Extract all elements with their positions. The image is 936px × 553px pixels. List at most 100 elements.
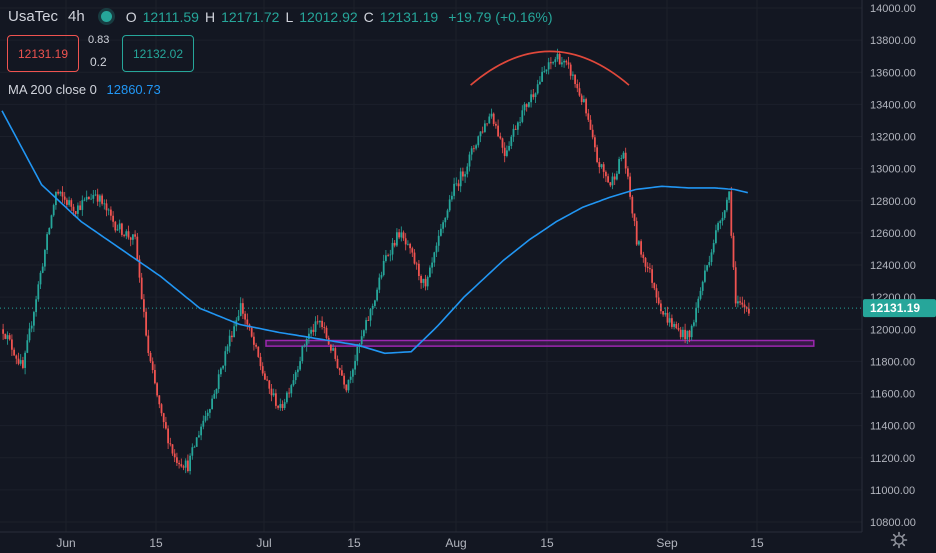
- timeframe[interactable]: 4h: [68, 8, 85, 25]
- candle-body: [316, 321, 319, 323]
- candle-body: [162, 413, 165, 423]
- candle-body: [684, 329, 686, 340]
- candle-body: [466, 166, 469, 175]
- candle-body: [195, 437, 198, 447]
- candle-body: [237, 315, 240, 321]
- price-tick-label: 13000.00: [870, 164, 916, 176]
- candle-body: [349, 376, 352, 380]
- candle-body: [334, 348, 337, 359]
- close-value: 12131.19: [379, 8, 439, 25]
- buy-button[interactable]: 12132.02: [122, 35, 194, 72]
- candle-body: [558, 54, 561, 65]
- candle-body: [411, 248, 414, 253]
- candle-body: [536, 84, 539, 94]
- support-zone[interactable]: [265, 339, 815, 347]
- candle-body: [30, 325, 33, 329]
- ma-200-line: [1, 110, 748, 355]
- candle-body: [303, 345, 306, 347]
- candle-body: [600, 164, 603, 168]
- candle-body: [206, 412, 209, 416]
- candle-body: [435, 245, 438, 253]
- candle-body: [640, 241, 642, 255]
- candle-body: [616, 173, 618, 180]
- spread-top-value: 0.83: [88, 34, 110, 46]
- time-tick-label: Sep: [656, 536, 678, 550]
- time-tick-label: 15: [540, 536, 554, 550]
- candle-body: [444, 217, 447, 223]
- candle-body: [176, 457, 178, 463]
- candle-body: [360, 336, 363, 345]
- candle-body: [501, 138, 504, 148]
- candle-body: [642, 254, 645, 258]
- candle-body: [743, 304, 746, 308]
- price-tick-label: 13600.00: [870, 67, 916, 79]
- sell-button[interactable]: 12131.19: [7, 35, 79, 72]
- ma-label: MA 200 close 0: [8, 82, 97, 97]
- candle-body: [118, 223, 121, 230]
- gear-icon[interactable]: [890, 531, 908, 549]
- open-value: 12111.59: [142, 8, 199, 25]
- candle-body: [721, 217, 724, 221]
- candle-body: [629, 176, 631, 197]
- candle-body: [554, 59, 557, 63]
- candle-body: [305, 338, 308, 346]
- candle-body: [213, 393, 216, 399]
- candle-body: [523, 104, 526, 111]
- candle-body: [545, 69, 548, 72]
- candle-body: [662, 311, 664, 315]
- candle-body: [149, 352, 152, 362]
- candle-body: [341, 370, 343, 376]
- candle-body: [228, 335, 231, 347]
- candle-body: [275, 393, 277, 406]
- candle-body: [409, 243, 411, 249]
- grid-lines: [0, 0, 862, 532]
- candle-body: [737, 301, 739, 304]
- candle-body: [193, 446, 196, 448]
- candle-body: [715, 230, 717, 244]
- candle-body: [140, 277, 143, 300]
- candle-body: [288, 392, 290, 394]
- time-axis[interactable]: Jun 15 Jul 15 Aug 15 Sep 15: [0, 531, 862, 550]
- candle-body: [387, 255, 389, 257]
- candle-body: [178, 462, 180, 465]
- candle-body: [173, 453, 176, 458]
- candle-body: [402, 232, 405, 239]
- candle-body: [415, 263, 418, 265]
- candle-body: [521, 110, 524, 122]
- candle-body: [477, 136, 480, 146]
- candle-body: [567, 62, 570, 65]
- rounded-top-arc[interactable]: [470, 50, 630, 86]
- price-axis[interactable]: 14000.00 13800.00 13600.00 13400.00 13200.00…: [861, 0, 936, 532]
- candle-body: [72, 206, 75, 212]
- candle-body: [112, 215, 114, 222]
- candle-body: [719, 220, 722, 224]
- candle-body: [151, 361, 154, 370]
- candle-body: [70, 200, 73, 207]
- candle-body: [455, 183, 458, 185]
- candle-body: [589, 119, 592, 130]
- candle-body: [261, 366, 264, 374]
- candle-body: [602, 164, 605, 172]
- candle-body: [587, 113, 590, 120]
- ma-indicator-legend[interactable]: MA 200 close 0 12860.73: [8, 82, 161, 97]
- candle-body: [622, 152, 625, 159]
- ma-200-path: [1, 110, 748, 355]
- candle-body: [169, 443, 172, 445]
- candle-body: [347, 379, 350, 391]
- arc-path: [470, 50, 630, 86]
- candle-body: [598, 162, 601, 168]
- candle-body: [343, 375, 345, 385]
- candle-body: [136, 236, 139, 260]
- candle-body: [726, 199, 728, 211]
- price-tick-label: 11000.00: [870, 485, 915, 497]
- candle-body: [420, 276, 422, 283]
- candle-body: [233, 326, 235, 338]
- price-tick-label: 12600.00: [870, 228, 916, 240]
- candle-body: [451, 195, 453, 200]
- candle-body: [550, 62, 552, 64]
- candle-body: [525, 104, 528, 107]
- candle-body: [437, 235, 440, 246]
- symbol-name[interactable]: UsaTec: [8, 8, 59, 25]
- candle-body: [371, 305, 374, 310]
